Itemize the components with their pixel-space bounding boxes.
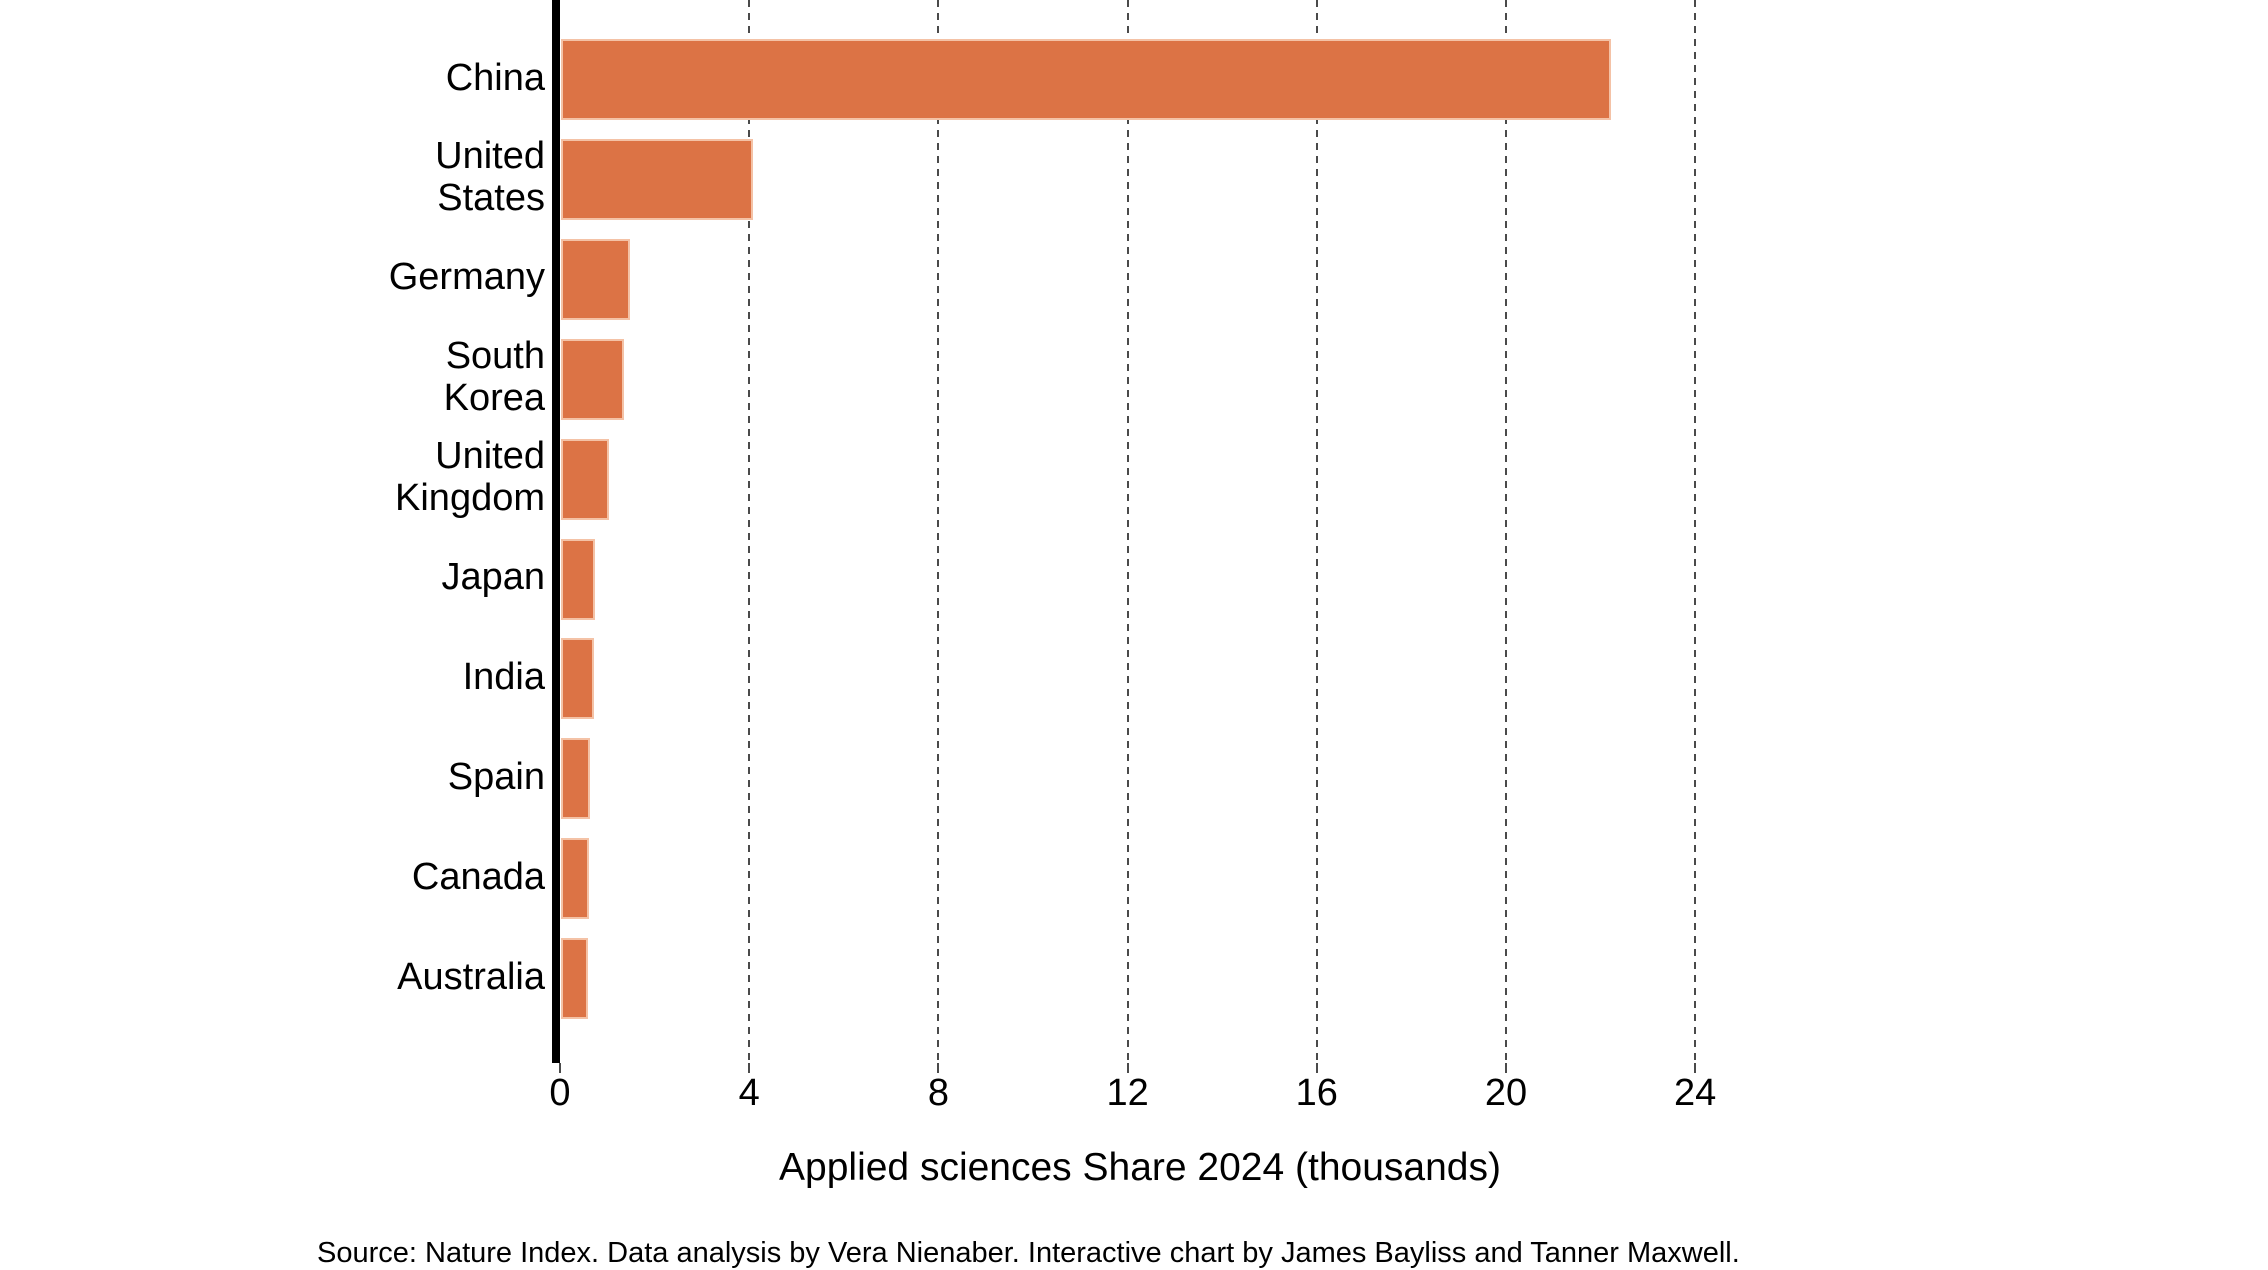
category-label-canada: Canada [230, 856, 545, 898]
category-label-line: Korea [443, 377, 545, 420]
x-tick-label-24: 24 [1674, 1072, 1717, 1114]
bar-united-states[interactable] [561, 138, 754, 220]
bar-australia[interactable] [561, 938, 589, 1020]
x-tick-label-20: 20 [1484, 1072, 1528, 1114]
category-label-line: China [445, 56, 545, 99]
category-label-china: China [230, 57, 545, 99]
gridline-8 [937, 0, 940, 1063]
category-label-line: States [437, 177, 545, 220]
bar-germany[interactable] [561, 238, 631, 320]
category-label-line: Japan [441, 556, 545, 598]
category-label-germany: Germany [230, 256, 545, 298]
x-tick-label-8: 8 [927, 1072, 949, 1114]
x-tick-label-12: 12 [1106, 1072, 1149, 1114]
tick-mark-4 [748, 1063, 751, 1073]
y-axis-line [552, 0, 560, 1063]
x-tick-label-0: 0 [549, 1072, 571, 1114]
category-label-india: India [230, 656, 545, 698]
category-label-united-kingdom: United Kingdom [230, 435, 545, 519]
category-label-united-states: United States [230, 135, 545, 219]
bar-canada[interactable] [561, 838, 589, 920]
category-label-line: Canada [411, 855, 545, 898]
source-caption: Source: Nature Index. Data analysis by V… [317, 1237, 1740, 1269]
bar-china[interactable] [561, 39, 1612, 120]
category-label-line: South [445, 335, 545, 378]
x-tick-label-4: 4 [738, 1072, 760, 1114]
category-label-line: India [462, 655, 545, 698]
tick-mark-0 [559, 1063, 561, 1073]
x-tick-label-16: 16 [1295, 1072, 1338, 1114]
tick-mark-12 [1126, 1063, 1129, 1073]
bar-japan[interactable] [561, 538, 596, 620]
bar-united-kingdom[interactable] [561, 438, 609, 520]
category-label-line: United [435, 135, 545, 178]
category-label-japan: Japan [230, 556, 545, 598]
category-label-line: Spain [447, 755, 545, 798]
category-label-line: United [435, 435, 545, 478]
tick-mark-24 [1694, 1063, 1697, 1073]
bar-south-korea[interactable] [561, 338, 624, 420]
tick-mark-16 [1315, 1063, 1318, 1073]
bar-spain[interactable] [561, 738, 590, 820]
category-label-line: Australia [397, 955, 545, 998]
gridline-20 [1505, 0, 1507, 1063]
tick-mark-20 [1505, 1063, 1507, 1073]
gridline-12 [1126, 0, 1129, 1063]
category-label-south-korea: South Korea [230, 335, 545, 419]
gridline-16 [1315, 0, 1318, 1063]
bar-india[interactable] [561, 638, 595, 720]
tick-mark-8 [937, 1063, 940, 1073]
gridline-4 [748, 0, 751, 1063]
category-label-line: Germany [388, 256, 545, 299]
category-label-line: Kingdom [395, 477, 545, 520]
gridline-24 [1694, 0, 1697, 1063]
category-label-spain: Spain [230, 756, 545, 798]
x-axis-title: Applied sciences Share 2024 (thousands) [779, 1146, 1501, 1189]
category-label-australia: Australia [230, 956, 545, 998]
